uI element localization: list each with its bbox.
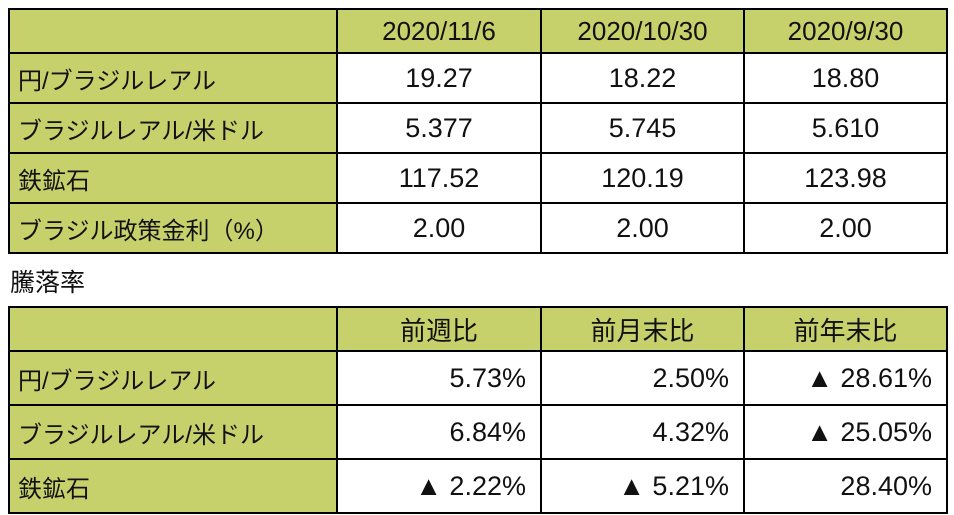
table-row: 円/ブラジルレアル 5.73% 2.50% ▲ 28.61%: [8, 350, 948, 406]
value-cell: 4.32%: [540, 404, 745, 460]
table-row: 円/ブラジルレアル 19.27 18.22 18.80: [8, 52, 948, 104]
column-header-weekly: 前週比: [336, 306, 542, 352]
value-cell: 120.19: [540, 152, 745, 204]
row-label-iron-ore: 鉄鉱石: [8, 458, 338, 514]
column-header-date-2: 2020/10/30: [540, 8, 745, 54]
value-cell: 2.00: [540, 202, 745, 254]
value-cell: ▲ 28.61%: [743, 350, 948, 406]
value-cell: 18.22: [540, 52, 745, 104]
section-title-change-rate: 騰落率: [10, 269, 86, 297]
value-cell: 5.610: [743, 102, 948, 154]
column-header-date-3: 2020/9/30: [743, 8, 948, 54]
table-row: 鉄鉱石 ▲ 2.22% ▲ 5.21% 28.40%: [8, 458, 948, 514]
row-label-jpy-brl: 円/ブラジルレアル: [8, 52, 338, 104]
column-header-year-end: 前年末比: [743, 306, 948, 352]
value-cell: 123.98: [743, 152, 948, 204]
table-header-row: 2020/11/6 2020/10/30 2020/9/30: [8, 8, 948, 54]
table-row: 鉄鉱石 117.52 120.19 123.98: [8, 152, 948, 204]
value-cell: 5.73%: [336, 350, 542, 406]
row-label-policy-rate: ブラジル政策金利（%）: [8, 202, 338, 254]
value-cell: ▲ 25.05%: [743, 404, 948, 460]
value-cell: 5.377: [336, 102, 542, 154]
table-row: ブラジルレアル/米ドル 5.377 5.745 5.610: [8, 102, 948, 154]
change-rate-table: 前週比 前月末比 前年末比 円/ブラジルレアル 5.73% 2.50% ▲ 28…: [8, 306, 948, 514]
table-row: ブラジル政策金利（%） 2.00 2.00 2.00: [8, 202, 948, 254]
value-cell: 2.00: [743, 202, 948, 254]
value-cell: ▲ 2.22%: [336, 458, 542, 514]
value-cell: 2.00: [336, 202, 542, 254]
row-label-brl-usd: ブラジルレアル/米ドル: [8, 404, 338, 460]
column-header-month-end: 前月末比: [540, 306, 745, 352]
table-header-row: 前週比 前月末比 前年末比: [8, 306, 948, 352]
market-rates-table: 2020/11/6 2020/10/30 2020/9/30 円/ブラジルレアル…: [8, 8, 948, 254]
value-cell: 18.80: [743, 52, 948, 104]
row-label-jpy-brl: 円/ブラジルレアル: [8, 350, 338, 406]
table-row: ブラジルレアル/米ドル 6.84% 4.32% ▲ 25.05%: [8, 404, 948, 460]
value-cell: 19.27: [336, 52, 542, 104]
row-label-iron-ore: 鉄鉱石: [8, 152, 338, 204]
row-label-brl-usd: ブラジルレアル/米ドル: [8, 102, 338, 154]
value-cell: 2.50%: [540, 350, 745, 406]
column-header-date-1: 2020/11/6: [336, 8, 542, 54]
value-cell: 6.84%: [336, 404, 542, 460]
value-cell: 28.40%: [743, 458, 948, 514]
value-cell: 117.52: [336, 152, 542, 204]
corner-cell: [8, 8, 338, 54]
value-cell: ▲ 5.21%: [540, 458, 745, 514]
corner-cell: [8, 306, 338, 352]
value-cell: 5.745: [540, 102, 745, 154]
